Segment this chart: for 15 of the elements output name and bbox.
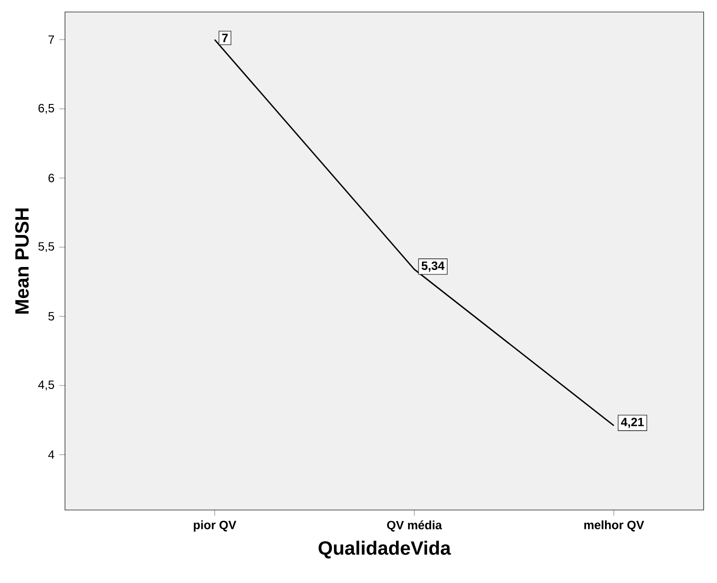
y-tick-label: 7	[48, 36, 54, 44]
y-tick-label: 6	[48, 174, 54, 182]
y-tick-label: 5	[48, 312, 54, 321]
x-tick-label: pior QV	[194, 520, 236, 532]
y-tick-label: 4,5	[38, 380, 54, 390]
data-label: 4,21	[620, 418, 644, 428]
y-axis-title: Mean PUSH	[15, 208, 29, 314]
y-tick-label: 5,5	[38, 242, 54, 252]
x-tick-label: melhor QV	[584, 520, 644, 532]
data-label: 7	[222, 34, 228, 42]
y-tick-label: 4	[48, 450, 54, 459]
data-label: 5,34	[422, 261, 444, 272]
y-tick-label: 6,5	[38, 104, 54, 114]
x-axis-title: QualidadeVida	[318, 540, 451, 558]
x-tick-label: QV média	[387, 520, 442, 532]
